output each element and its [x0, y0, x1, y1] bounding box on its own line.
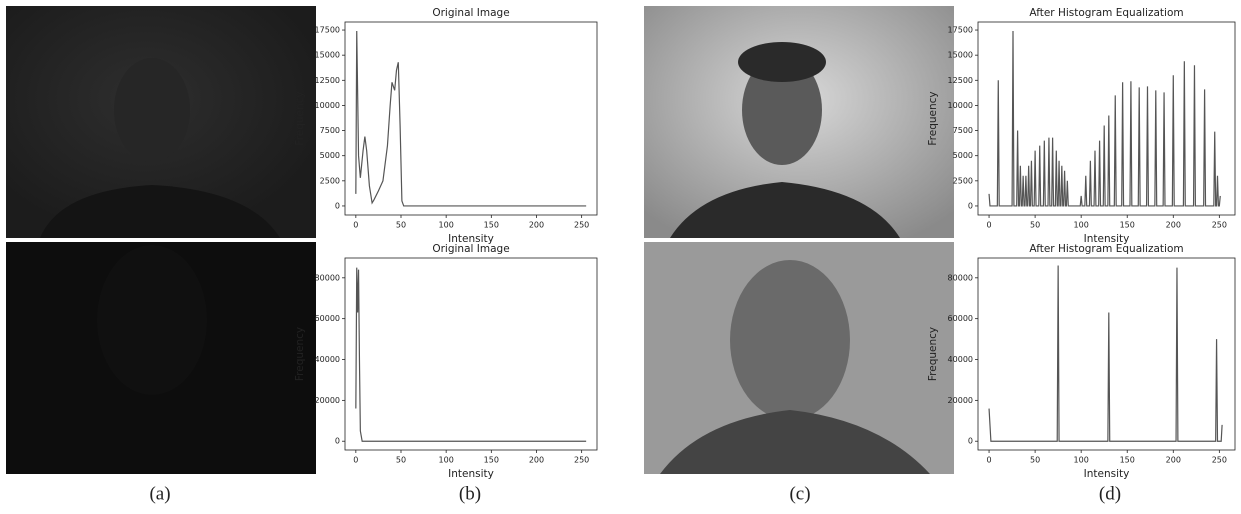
x-tick-label: 200 [529, 221, 544, 230]
plot-frame [344, 257, 598, 451]
y-tick-label: 0 [335, 437, 340, 446]
y-tick-label: 0 [968, 437, 973, 446]
y-tick-label: 5000 [953, 151, 973, 160]
x-tick-label: 50 [396, 221, 406, 230]
photo-equalized-bottom [644, 242, 954, 474]
x-tick-label: 150 [484, 221, 499, 230]
x-tick-label: 200 [1166, 221, 1181, 230]
y-tick-label: 80000 [948, 273, 973, 282]
plot-frame [977, 21, 1236, 216]
x-tick-label: 250 [574, 221, 589, 230]
y-tick-label: 12500 [948, 76, 973, 85]
caption: (b) [459, 483, 481, 504]
x-tick-label: 100 [439, 456, 454, 465]
y-tick-label: 10000 [948, 101, 973, 110]
line [355, 267, 587, 442]
y-tick-label: 17500 [948, 26, 973, 35]
x-tick-label: 150 [1120, 456, 1135, 465]
chart-title: Original Image [432, 7, 509, 19]
line [355, 31, 587, 207]
x-tick-label: 150 [1120, 221, 1135, 230]
plot-frame [977, 257, 1236, 451]
line [988, 31, 1221, 207]
x-tick-label: 100 [1074, 456, 1089, 465]
x-tick-label: 200 [529, 456, 544, 465]
y-tick-label: 0 [335, 201, 340, 210]
x-axis-label: Intensity [448, 468, 494, 480]
x-tick-label: 150 [484, 456, 499, 465]
y-tick-label: 2500 [320, 176, 340, 185]
plot-frame [344, 21, 598, 216]
y-tick-label: 40000 [315, 355, 340, 364]
line [988, 265, 1223, 442]
x-tick-label: 50 [1030, 221, 1040, 230]
x-tick-label: 0 [987, 456, 992, 465]
x-axis-label: Intensity [1084, 468, 1130, 480]
y-tick-label: 20000 [948, 396, 973, 405]
chart-title: After Histogram Equalizatiom [1029, 243, 1183, 255]
y-tick-label: 12500 [315, 76, 340, 85]
photo-equalized-top [644, 6, 954, 238]
y-tick-label: 10000 [315, 101, 340, 110]
x-tick-label: 0 [353, 221, 358, 230]
y-tick-label: 40000 [948, 355, 973, 364]
y-tick-label: 0 [968, 201, 973, 210]
y-tick-label: 5000 [320, 151, 340, 160]
x-tick-label: 50 [1030, 456, 1040, 465]
y-tick-label: 2500 [953, 176, 973, 185]
y-axis-label: Frequency [927, 327, 939, 381]
y-tick-label: 7500 [320, 126, 340, 135]
y-tick-label: 20000 [315, 396, 340, 405]
caption: (d) [1099, 483, 1121, 504]
y-axis-label: Frequency [927, 91, 939, 145]
y-tick-label: 60000 [948, 314, 973, 323]
photo-original-bottom [6, 242, 316, 474]
x-tick-label: 250 [1212, 221, 1227, 230]
x-tick-label: 250 [574, 456, 589, 465]
photo-original-top [6, 6, 316, 238]
y-tick-label: 17500 [315, 26, 340, 35]
x-axis-label: Intensity [1084, 233, 1130, 245]
caption: (a) [149, 483, 170, 504]
x-axis-label: Intensity [448, 233, 494, 245]
y-tick-label: 60000 [315, 314, 340, 323]
x-tick-label: 250 [1212, 456, 1227, 465]
chart-title: Original Image [432, 243, 509, 255]
chart-title: After Histogram Equalizatiom [1029, 7, 1183, 19]
y-tick-label: 7500 [953, 126, 973, 135]
y-tick-label: 80000 [315, 273, 340, 282]
y-axis-label: Frequency [294, 327, 306, 381]
y-tick-label: 15000 [948, 51, 973, 60]
x-tick-label: 0 [353, 456, 358, 465]
y-tick-label: 15000 [315, 51, 340, 60]
x-tick-label: 200 [1166, 456, 1181, 465]
caption: (c) [789, 483, 810, 504]
y-axis-label: Frequency [294, 91, 306, 145]
x-tick-label: 100 [439, 221, 454, 230]
x-tick-label: 100 [1074, 221, 1089, 230]
x-tick-label: 0 [987, 221, 992, 230]
x-tick-label: 50 [396, 456, 406, 465]
